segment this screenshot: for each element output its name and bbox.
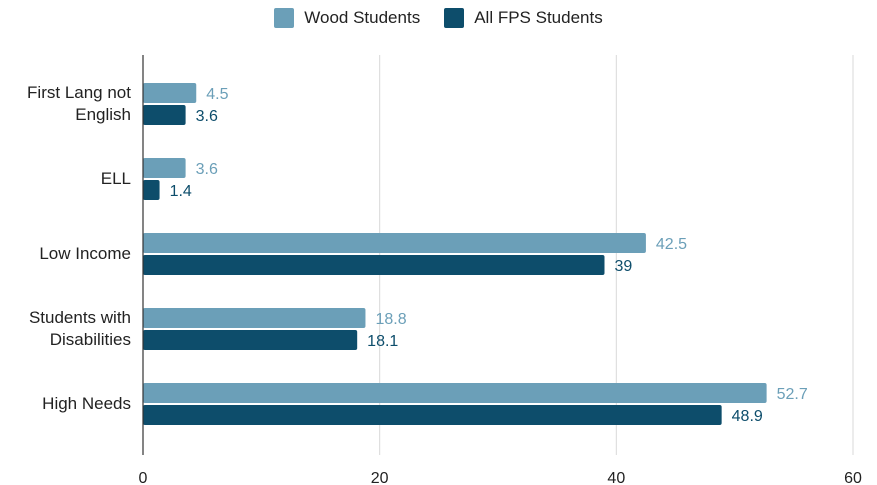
bar-wood-3 — [143, 308, 366, 328]
data-label-wood-4: 52.7 — [777, 386, 808, 403]
bar-fps-0 — [143, 105, 186, 125]
data-label-fps-0: 3.6 — [196, 108, 218, 125]
data-label-fps-4: 48.9 — [732, 408, 763, 425]
bar-wood-1 — [143, 158, 186, 178]
category-label-4-0: High Needs — [42, 394, 131, 413]
x-tick-label-0: 0 — [139, 470, 148, 485]
data-label-wood-2: 42.5 — [656, 236, 687, 253]
legend-swatch-wood — [274, 8, 295, 28]
data-label-wood-0: 4.5 — [206, 86, 228, 103]
bar-fps-1 — [143, 180, 160, 200]
bar-wood-4 — [143, 383, 767, 403]
category-label-0-1: English — [75, 105, 131, 124]
bar-wood-0 — [143, 83, 197, 103]
bar-fps-4 — [143, 405, 722, 425]
data-label-wood-1: 3.6 — [196, 161, 218, 178]
legend-item-wood: Wood Students — [274, 8, 420, 28]
legend-swatch-fps — [444, 8, 465, 28]
category-label-3-1: Disabilities — [50, 330, 131, 349]
category-label-1-0: ELL — [101, 169, 131, 188]
category-label-0-0: First Lang not — [27, 83, 131, 102]
x-tick-label-20: 20 — [371, 470, 389, 485]
bar-wood-2 — [143, 233, 646, 253]
x-tick-label-60: 60 — [844, 470, 862, 485]
category-label-2-0: Low Income — [39, 244, 131, 263]
data-label-fps-3: 18.1 — [367, 333, 398, 350]
legend-item-fps: All FPS Students — [444, 8, 603, 28]
legend: Wood Students All FPS Students — [0, 8, 877, 28]
legend-label-fps: All FPS Students — [474, 8, 603, 27]
data-label-fps-1: 1.4 — [170, 183, 192, 200]
legend-label-wood: Wood Students — [304, 8, 421, 27]
data-label-fps-2: 39 — [615, 258, 633, 275]
bar-fps-2 — [143, 255, 605, 275]
x-tick-label-40: 40 — [607, 470, 625, 485]
bar-fps-3 — [143, 330, 358, 350]
data-label-wood-3: 18.8 — [375, 311, 406, 328]
category-label-3-0: Students with — [29, 308, 131, 327]
